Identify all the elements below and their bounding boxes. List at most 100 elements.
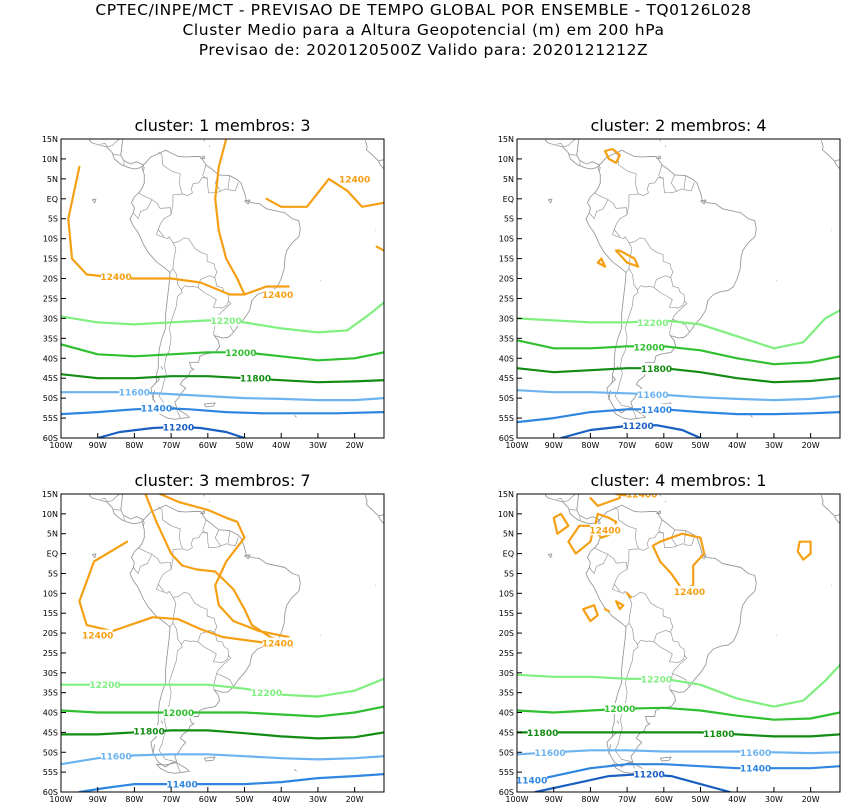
coastline: [749, 414, 753, 418]
contour-12400: [144, 494, 290, 645]
contour-label-bg: [740, 746, 771, 758]
lat-label: 50S: [43, 748, 58, 757]
country-border: [683, 530, 687, 544]
coastline: [656, 155, 661, 159]
country-border: [589, 554, 609, 574]
lat-label: 45S: [499, 374, 514, 383]
contour-label: 11200: [163, 423, 194, 433]
coastline: [129, 504, 301, 768]
contour-12400: [614, 600, 625, 611]
contour-label: 12200: [89, 681, 120, 691]
lon-label: 90W: [89, 441, 107, 450]
coastline: [88, 139, 144, 170]
lat-label: 55S: [43, 414, 58, 423]
coastline: [160, 720, 164, 724]
country-border: [133, 199, 153, 220]
country-border: [569, 509, 577, 511]
lat-label: EQ: [47, 195, 58, 204]
lon-label: 50W: [235, 795, 253, 803]
contour-11400: [78, 772, 384, 792]
coastline: [378, 514, 384, 517]
lon-label: 70W: [162, 441, 180, 450]
country-border: [593, 192, 630, 243]
panel-frame: [516, 138, 841, 439]
lat-label: 5N: [503, 175, 514, 184]
lon-label: 60W: [199, 795, 217, 803]
coastline: [576, 494, 600, 521]
country-border: [614, 583, 621, 592]
lat-label: 55S: [43, 768, 58, 777]
contour-label: 11400: [516, 777, 547, 787]
lat-label: 20S: [43, 629, 58, 638]
header-title-line-1: CPTEC/INPE/MCT - PREVISAO DE TEMPO GLOBA…: [95, 1, 752, 19]
contour-12400: [581, 604, 599, 623]
lon-label: 70W: [162, 795, 180, 803]
lat-label: 10N: [42, 155, 58, 164]
country-border: [556, 139, 576, 148]
lat-label: 10S: [499, 235, 514, 244]
contour-label-bg: [604, 703, 635, 715]
contour-label: 11800: [703, 730, 734, 740]
contour-11800: [61, 373, 384, 384]
panel-frame: [60, 138, 385, 439]
contour-12400: [651, 532, 706, 591]
country-border: [556, 494, 576, 503]
cluster-panel-1: cluster: 1 membros: 3 12400 12400 12400 1220…: [42, 116, 385, 450]
panel-frame: [60, 493, 385, 793]
coastline: [155, 762, 190, 774]
country-border: [158, 583, 165, 592]
coastline: [120, 139, 144, 166]
contour-label: 12400: [626, 491, 657, 501]
country-border: [158, 622, 183, 763]
contour-label: 11400: [641, 406, 672, 416]
panel-title: cluster: 4 membros: 1: [590, 471, 766, 490]
contour-label: 12200: [251, 689, 282, 699]
lon-label: 40W: [272, 795, 290, 803]
lat-label: 15N: [498, 490, 514, 499]
country-border: [182, 176, 208, 196]
contour-12400: [265, 177, 384, 208]
lon-label: 70W: [618, 795, 636, 803]
coastline: [293, 414, 297, 418]
contour-12200: [517, 663, 840, 708]
contour-label-bg: [163, 421, 194, 433]
contour-12400: [614, 249, 640, 268]
contour-label-bg: [703, 728, 734, 740]
coastline: [820, 140, 840, 170]
contour-label-bg: [101, 750, 132, 762]
lat-label: 5S: [504, 569, 514, 578]
lon-label: 20W: [346, 795, 364, 803]
lon-label: 20W: [802, 441, 820, 450]
contour-11400: [517, 763, 840, 786]
contour-label-bg: [641, 363, 672, 375]
country-border: [672, 300, 690, 333]
contour-11800: [61, 729, 384, 740]
coastline: [293, 769, 297, 772]
contour-label: 11400: [166, 781, 197, 791]
lon-label: 30W: [765, 795, 783, 803]
country-border: [158, 229, 165, 237]
contour-label: 12200: [641, 675, 672, 685]
country-border: [653, 277, 686, 309]
contour-11600: [61, 391, 384, 402]
lat-label: 40S: [499, 354, 514, 363]
lat-label: 30S: [499, 669, 514, 678]
coastline: [120, 494, 144, 521]
lon-label: 90W: [545, 441, 563, 450]
country-border: [202, 519, 239, 548]
lat-label: 35S: [499, 689, 514, 698]
country-border: [113, 154, 121, 156]
lon-label: 40W: [728, 441, 746, 450]
contour-label-bg: [119, 386, 150, 398]
lat-label: 5S: [48, 215, 58, 224]
lat-label: 30S: [499, 314, 514, 323]
lon-label: 30W: [765, 441, 783, 450]
contour-label: 11600: [637, 391, 668, 401]
lat-label: 30S: [43, 669, 58, 678]
country-border: [197, 277, 230, 309]
panel-title: cluster: 3 membros: 7: [134, 471, 310, 490]
country-border: [599, 166, 601, 171]
coastline: [585, 149, 757, 414]
coastline: [341, 139, 343, 140]
